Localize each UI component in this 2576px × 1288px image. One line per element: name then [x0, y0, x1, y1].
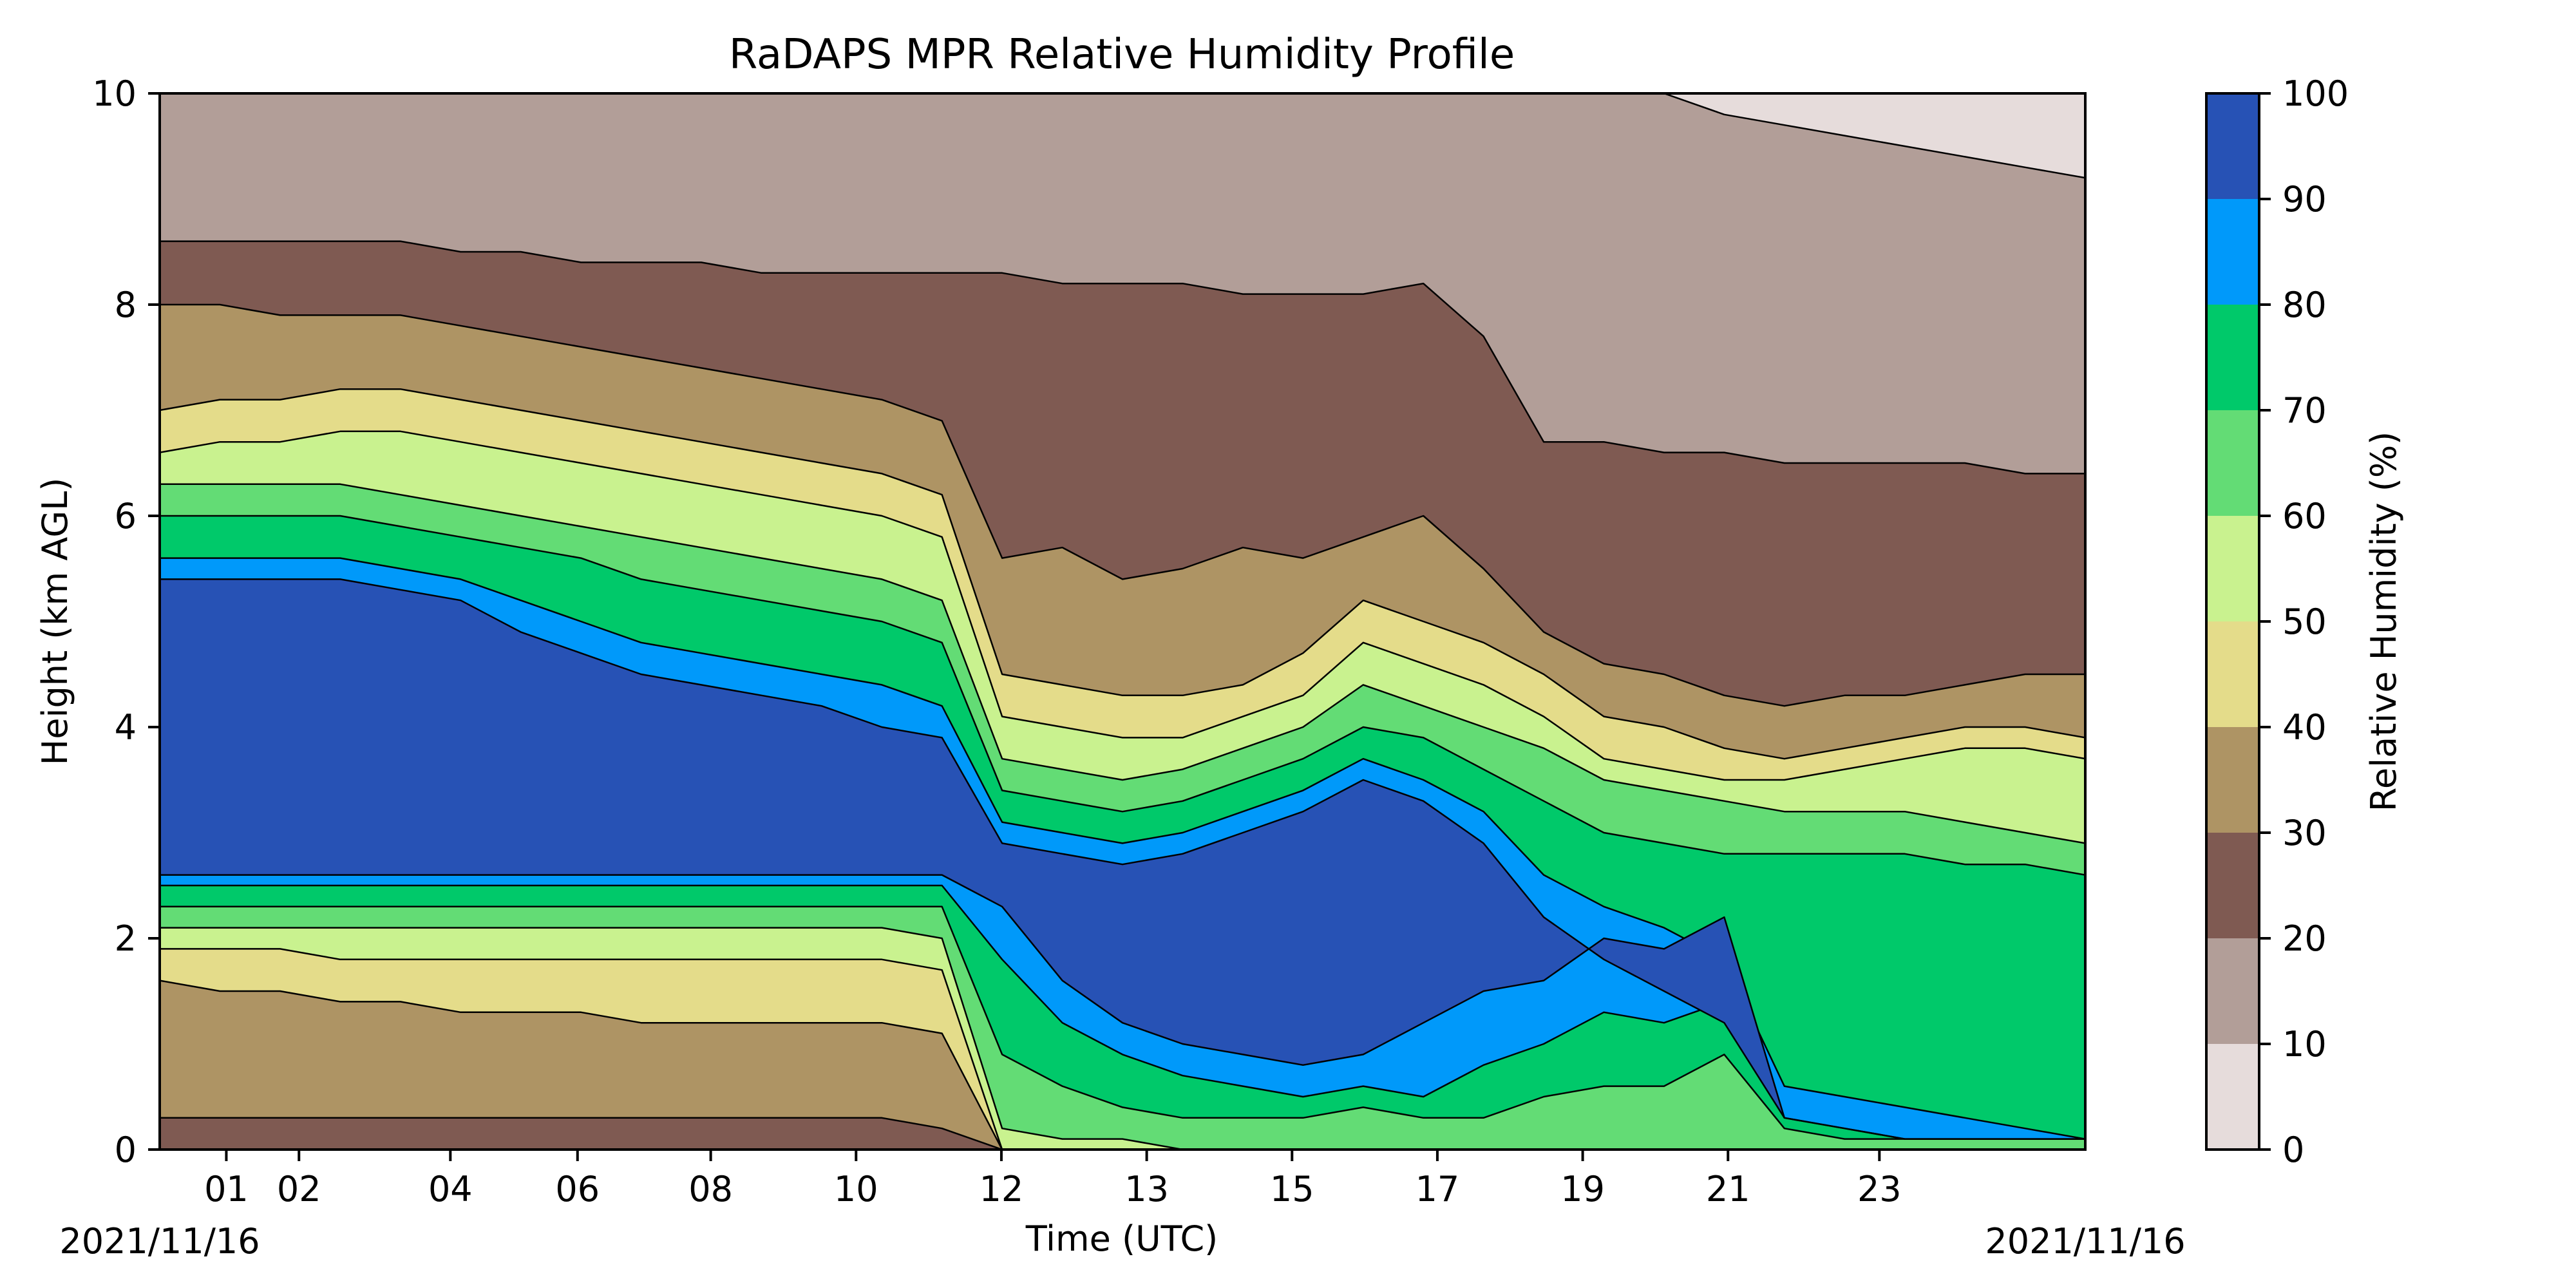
colorbar-segment — [2206, 938, 2259, 1044]
colorbar-tick-label: 20 — [2282, 918, 2327, 959]
colorbar-segment — [2206, 516, 2259, 621]
y-axis-ticks: 0 2 4 6 8 10 — [92, 73, 160, 1170]
colorbar-tick-label: 60 — [2282, 496, 2327, 536]
colorbar-tick-label: 40 — [2282, 707, 2327, 748]
y-tick-label: 10 — [92, 73, 137, 114]
y-tick-label: 2 — [115, 918, 137, 959]
colorbar-tick-label: 100 — [2282, 73, 2349, 114]
y-axis-label: Height (km AGL) — [35, 478, 75, 766]
x-tick-label: 12 — [980, 1169, 1024, 1209]
x-tick-label: 13 — [1124, 1169, 1169, 1209]
x-axis-label: Time (UTC) — [1025, 1218, 1218, 1259]
colorbar-segment — [2206, 305, 2259, 410]
x-tick-label: 23 — [1857, 1169, 1902, 1209]
colorbar-tick-label: 0 — [2282, 1130, 2304, 1170]
x-tick-label: 15 — [1270, 1169, 1314, 1209]
chart-title: RaDAPS MPR Relative Humidity Profile — [729, 31, 1515, 79]
x-tick-label: 04 — [428, 1169, 473, 1209]
x-tick-label: 06 — [555, 1169, 600, 1209]
colorbar-segment — [2206, 621, 2259, 727]
y-tick-label: 6 — [115, 496, 137, 536]
x-tick-label: 10 — [834, 1169, 878, 1209]
colorbar-segment — [2206, 199, 2259, 305]
colorbar-tick-label: 50 — [2282, 601, 2327, 642]
colorbar-label: Relative Humidity (%) — [2363, 431, 2404, 811]
x-tick-label: 08 — [688, 1169, 733, 1209]
y-tick-label: 4 — [115, 707, 137, 748]
x-tick-label: 02 — [277, 1169, 321, 1209]
plot-frame — [158, 92, 2087, 1151]
colorbar-tick-label: 80 — [2282, 285, 2327, 325]
x-tick-label: 19 — [1560, 1169, 1605, 1209]
colorbar-tick-label: 70 — [2282, 390, 2327, 431]
x-tick-label: 01 — [204, 1169, 249, 1209]
colorbar-tick-label: 30 — [2282, 813, 2327, 853]
date-label-right: 2021/11/16 — [1985, 1221, 2185, 1262]
colorbar-segment — [2206, 833, 2259, 938]
y-tick-label: 8 — [115, 285, 137, 325]
colorbar-segment — [2206, 93, 2259, 199]
x-axis-ticks: 01 02 04 06 08 10 12 13 15 17 19 21 23 — [204, 1150, 1902, 1209]
colorbar-segment — [2206, 410, 2259, 516]
band-90-100 — [160, 578, 2085, 1140]
colorbar-segment — [2206, 1044, 2259, 1150]
colorbar: 0 10 20 30 40 50 60 70 80 90 100 — [2205, 73, 2349, 1170]
contour-fills — [160, 93, 2085, 1150]
colorbar-tick-label: 90 — [2282, 179, 2327, 220]
colorbar-tick-label: 10 — [2282, 1024, 2327, 1065]
y-tick-label: 0 — [115, 1130, 137, 1170]
x-tick-label: 21 — [1706, 1169, 1750, 1209]
x-tick-label: 17 — [1416, 1169, 1460, 1209]
plot-area — [158, 92, 2087, 1151]
date-label-left: 2021/11/16 — [59, 1221, 260, 1262]
colorbar-segment — [2206, 727, 2259, 833]
